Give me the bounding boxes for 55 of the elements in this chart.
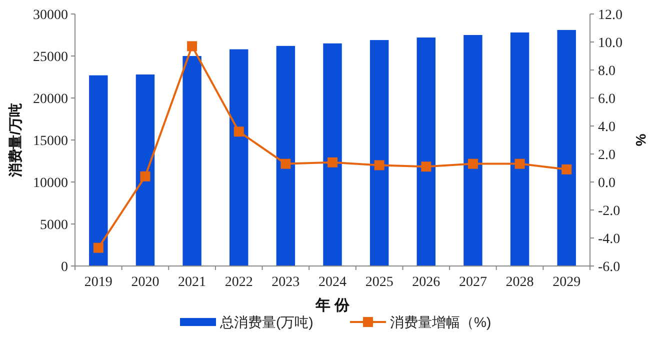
bar: [136, 74, 155, 266]
y2-tick-label: 8.0: [598, 64, 616, 79]
legend-label: 消费量增幅（%): [390, 314, 492, 330]
y-tick-label: 5000: [40, 218, 68, 233]
point: [374, 160, 384, 170]
x-tick-label: 2029: [552, 275, 581, 290]
bar: [510, 32, 530, 266]
point: [93, 242, 104, 253]
x-tick-label: 2023: [272, 275, 300, 290]
point: [468, 158, 478, 169]
x-tick-label: 2027: [458, 275, 487, 290]
bar: [182, 56, 202, 266]
x-tick-label: 2022: [224, 275, 253, 290]
y2-tick-label: -4.0: [598, 232, 620, 247]
x-tick-label: 2021: [178, 275, 206, 290]
y2-tick-label: 12.0: [598, 8, 622, 23]
y2-tick-label: 2.0: [598, 148, 616, 163]
y-tick-label: 20000: [33, 92, 68, 107]
point: [421, 162, 432, 172]
y-tick-label: 15000: [33, 134, 68, 149]
bar: [89, 75, 108, 266]
x-tick-label: 2028: [506, 275, 534, 290]
x-tick-label: 2025: [365, 275, 394, 290]
y-tick-label: 25000: [33, 50, 68, 65]
point: [514, 158, 525, 169]
bar: [230, 49, 248, 266]
legend-label: 总消费量(万吨): [219, 314, 314, 330]
y2-tick-label: -2.0: [598, 204, 620, 219]
point: [140, 171, 150, 182]
y2-tick-label: 6.0: [598, 92, 616, 107]
bar: [416, 38, 436, 266]
point: [562, 164, 572, 174]
bar: [370, 40, 389, 266]
y2-tick-label: -6.0: [598, 260, 620, 275]
x-axis-title: 年 份: [314, 297, 351, 314]
bar: [276, 46, 296, 266]
point: [280, 158, 291, 169]
point: [187, 41, 198, 52]
point: [328, 157, 338, 168]
y2-axis-title: %: [633, 134, 649, 147]
y-tick-label: 30000: [33, 8, 68, 23]
point: [234, 126, 244, 137]
x-tick-label: 2026: [412, 275, 440, 290]
bar: [323, 43, 342, 266]
x-tick-label: 2024: [318, 275, 346, 290]
bar: [464, 35, 482, 266]
y-tick-label: 0: [61, 260, 68, 275]
x-tick-label: 2019: [84, 275, 112, 290]
y-axis-title: 消费量/万吨: [7, 103, 23, 178]
y-tick-label: 10000: [33, 176, 68, 191]
x-tick-label: 2020: [131, 275, 160, 290]
y2-tick-label: 10.0: [598, 36, 622, 51]
y2-tick-label: 4.0: [598, 120, 616, 135]
bar: [557, 30, 576, 266]
y2-tick-label: 0.0: [598, 176, 616, 191]
